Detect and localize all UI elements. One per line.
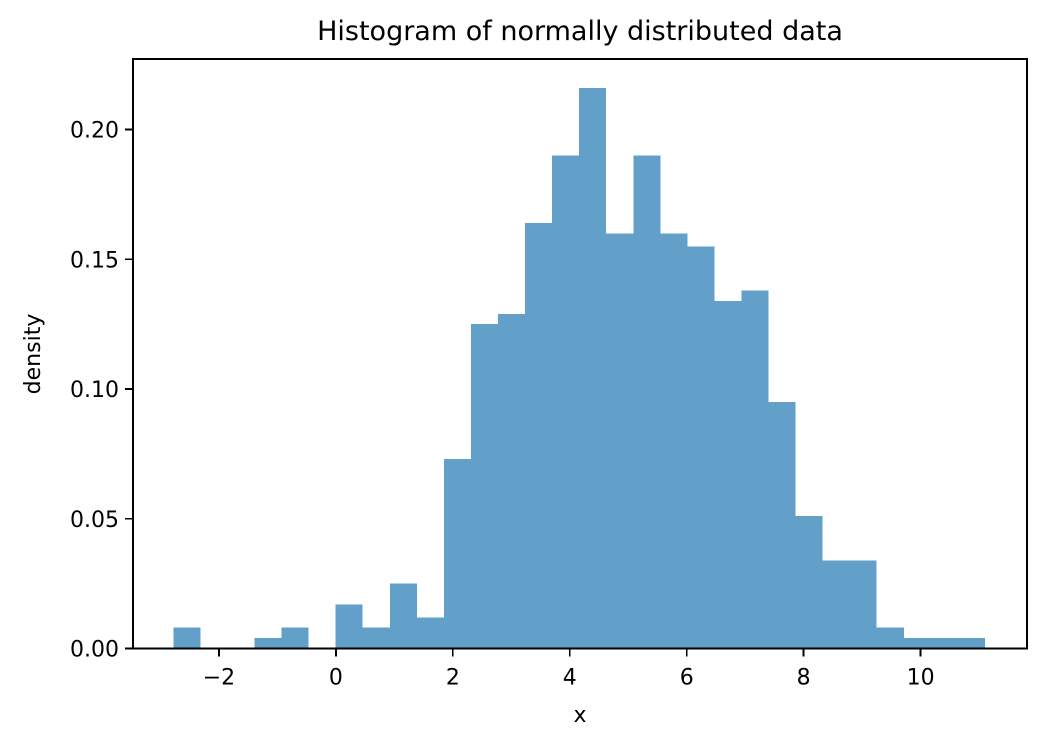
histogram-bar	[660, 233, 688, 649]
y-tick-label: 0.10	[70, 378, 119, 403]
histogram-bar	[362, 627, 390, 649]
histogram-bar	[822, 560, 850, 649]
histogram-bar	[687, 246, 715, 649]
histogram-bar	[389, 583, 417, 649]
histogram-bar	[768, 402, 796, 649]
histogram-bar	[930, 638, 958, 649]
x-tick-label: 10	[907, 666, 935, 691]
histogram-bar	[795, 516, 823, 649]
histogram-bar	[470, 324, 498, 649]
histogram-bar	[525, 222, 553, 649]
histogram-bar	[335, 604, 363, 649]
plot-border	[132, 58, 1028, 650]
histogram-bar	[957, 638, 985, 649]
x-tick-label: 2	[446, 666, 460, 691]
x-tick-label: 0	[329, 666, 343, 691]
histogram-bar	[552, 155, 580, 649]
histogram-bar	[633, 155, 661, 649]
x-axis-label: x	[573, 703, 586, 728]
chart-title: Histogram of normally distributed data	[317, 16, 843, 47]
histogram-bar	[849, 560, 877, 649]
histogram-bar	[741, 290, 769, 649]
histogram-bar	[497, 313, 526, 649]
x-tick-label: −2	[203, 666, 235, 691]
histogram-bar	[443, 459, 471, 649]
y-axis-label: density	[21, 314, 46, 395]
y-tick-label: 0.00	[70, 638, 119, 663]
histogram-bar	[254, 638, 282, 649]
histogram-bar	[876, 627, 904, 649]
axes-spines	[132, 58, 1028, 650]
ticks-group	[125, 128, 922, 657]
tick-labels-group: −2 0 2 4 6 8 10 0.00 0.05 0.10 0.15 0.20	[70, 119, 935, 691]
y-tick-label: 0.15	[70, 248, 119, 273]
histogram-bar	[173, 627, 201, 649]
histogram-bar	[281, 627, 309, 649]
histogram-bar	[579, 88, 607, 649]
histogram-bar	[714, 300, 742, 649]
y-tick-label: 0.20	[70, 119, 119, 144]
histogram-bar	[606, 233, 634, 649]
bars-group	[173, 88, 985, 649]
y-tick-label: 0.05	[70, 508, 119, 533]
x-tick-label: 8	[797, 666, 811, 691]
x-tick-label: 6	[680, 666, 694, 691]
histogram-bar	[416, 617, 444, 649]
histogram-bar	[903, 638, 931, 649]
x-tick-label: 4	[563, 666, 577, 691]
